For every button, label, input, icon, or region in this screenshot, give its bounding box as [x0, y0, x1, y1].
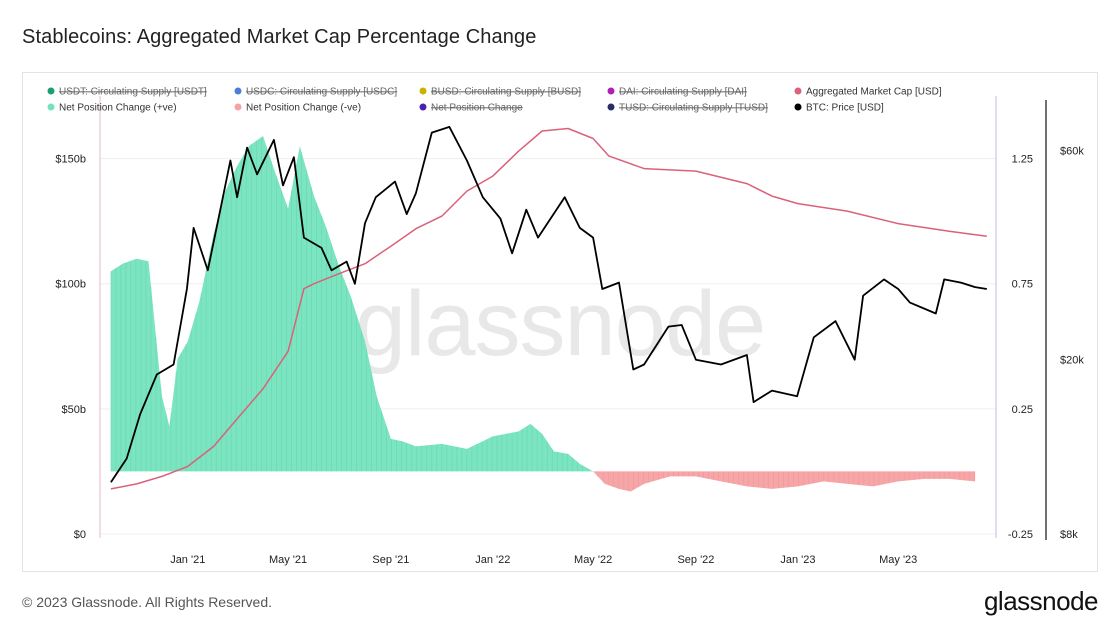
legend-item[interactable]: Aggregated Market Cap [USD]: [794, 87, 942, 98]
legend-item[interactable]: DAI: Circulating Supply [DAI]: [607, 87, 748, 98]
y-mid-tick-label: 0.25: [1012, 404, 1033, 416]
legend-label: BTC: Price [USD]: [806, 103, 884, 114]
legend-item[interactable]: TUSD: Circulating Supply [TUSD]: [607, 103, 769, 114]
y-right-tick-label: $60k: [1060, 146, 1084, 158]
legend-dot-icon: [794, 103, 802, 111]
y-left-tick-label: $0: [74, 529, 86, 541]
y-mid-tick-label: 0.75: [1012, 279, 1033, 291]
series-lines: [110, 126, 987, 490]
y-mid-tick-label: -0.25: [1008, 529, 1033, 541]
legend-label: Net Position Change: [431, 103, 523, 114]
legend-label: BUSD: Circulating Supply [BUSD]: [431, 87, 581, 98]
legend-dot-icon: [419, 87, 427, 95]
legend-label: USDT: Circulating Supply [USDT]: [59, 87, 207, 98]
legend-label: DAI: Circulating Supply [DAI]: [619, 87, 747, 98]
legend-dot-icon: [234, 87, 242, 95]
axes: $0 $50b $100b $150b -0.25 0.25 0.75 1.25 $8k $20k…: [55, 96, 1084, 566]
brand-logo: glassnode: [983, 586, 1099, 616]
legend-label: USDC: Circulating Supply [USDC]: [246, 87, 397, 98]
legend-item[interactable]: Net Position Change (+ve): [47, 103, 177, 114]
legend-dot-icon: [607, 103, 615, 111]
legend: USDT: Circulating Supply [USDT] USDC: Cir…: [47, 87, 942, 114]
y-right-tick-label: $20k: [1060, 355, 1084, 367]
y-right-tick-label: $8k: [1060, 529, 1078, 541]
legend-dot-icon: [234, 103, 242, 111]
x-tick-label: Jan '21: [170, 554, 205, 566]
legend-item[interactable]: Net Position Change: [419, 103, 524, 114]
legend-label: TUSD: Circulating Supply [TUSD]: [619, 103, 768, 114]
x-tick-label: May '21: [269, 554, 307, 566]
chart-canvas: glassnode $0 $50b $100b $150b -0.25 0.25 0.75 1…: [47, 87, 1084, 566]
x-tick-label: Jan '23: [780, 554, 815, 566]
copyright: © 2023 Glassnode. All Rights Reserved.: [22, 594, 273, 610]
y-left-tick-label: $100b: [55, 279, 86, 291]
legend-item[interactable]: USDC: Circulating Supply [USDC]: [234, 87, 398, 98]
net-position-areas: [110, 136, 976, 492]
y-left-tick-label: $150b: [55, 154, 86, 166]
x-tick-label: Sep '22: [677, 554, 714, 566]
legend-dot-icon: [47, 87, 55, 95]
legend-dot-icon: [607, 87, 615, 95]
legend-label: Aggregated Market Cap [USD]: [806, 87, 942, 98]
y-left-tick-label: $50b: [62, 404, 86, 416]
legend-label: Net Position Change (-ve): [246, 103, 361, 114]
area-negative: [593, 471, 976, 492]
chart-frame: [22, 72, 1098, 572]
x-tick-label: Sep '21: [372, 554, 409, 566]
legend-item[interactable]: BTC: Price [USD]: [794, 103, 885, 114]
legend-dot-icon: [419, 103, 427, 111]
x-tick-label: Jan '22: [475, 554, 510, 566]
watermark: glassnode: [355, 273, 765, 375]
legend-item[interactable]: USDT: Circulating Supply [USDT]: [47, 87, 208, 98]
chart-title: Stablecoins: Aggregated Market Cap Perce…: [22, 26, 537, 48]
watermark-layer: glassnode: [355, 273, 766, 375]
x-tick-label: May '22: [574, 554, 612, 566]
legend-dot-icon: [47, 103, 55, 111]
legend-item[interactable]: Net Position Change (-ve): [234, 103, 362, 114]
legend-label: Net Position Change (+ve): [59, 103, 177, 114]
y-mid-tick-label: 1.25: [1012, 154, 1033, 166]
x-tick-label: May '23: [879, 554, 917, 566]
legend-item[interactable]: BUSD: Circulating Supply [BUSD]: [419, 87, 582, 98]
legend-dot-icon: [794, 87, 802, 95]
